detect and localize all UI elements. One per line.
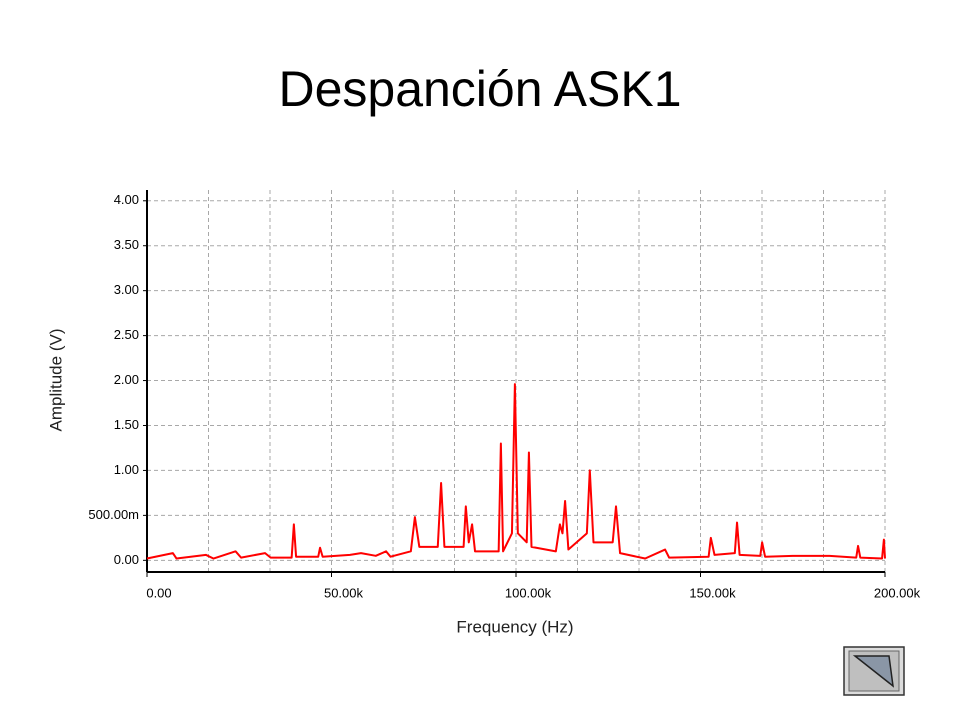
spectrum-line (146, 383, 886, 560)
x-tick-label: 150.00k (689, 585, 736, 600)
y-tick-label: 2.00 (114, 372, 139, 387)
y-tick-label: 2.50 (114, 327, 139, 342)
x-tick-label: 0.00 (146, 585, 171, 600)
slide-title: Despanción ASK1 (278, 61, 681, 117)
y-tick-label: 1.50 (114, 417, 139, 432)
nav-button[interactable] (843, 646, 905, 696)
x-axis-label: Frequency (Hz) (456, 617, 573, 636)
x-tick-label: 200.00k (874, 585, 921, 600)
y-tick-label: 500.00m (88, 507, 139, 522)
y-tick-label: 4.00 (114, 192, 139, 207)
x-tick-label: 100.00k (505, 585, 552, 600)
nav-button-arrow[interactable] (852, 655, 894, 688)
y-tick-label: 3.00 (114, 282, 139, 297)
x-tick-label: 50.00k (324, 585, 364, 600)
y-tick-label: 0.00 (114, 552, 139, 567)
y-tick-label: 3.50 (114, 237, 139, 252)
y-tick-label: 1.00 (114, 462, 139, 477)
y-axis-label: Amplitude (V) (46, 329, 65, 432)
